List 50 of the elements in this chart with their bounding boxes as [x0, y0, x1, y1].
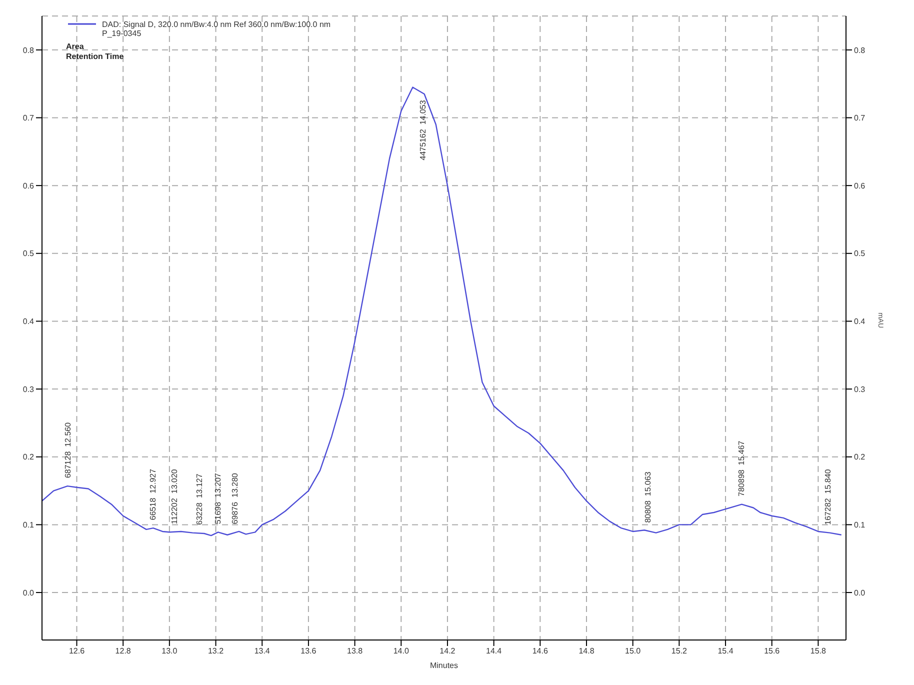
annotation: 687128 12.560: [63, 422, 72, 478]
y2-tick-label: 0.0: [854, 588, 866, 598]
x-tick-label: 13.6: [300, 646, 317, 656]
x-tick-label: 15.0: [625, 646, 642, 656]
annotation: Retention Time: [66, 52, 124, 62]
y-tick-label: 0.8: [22, 46, 35, 55]
x-tick-label: 13.2: [208, 646, 224, 656]
annotation: 4475162 14.053: [418, 100, 428, 160]
y2-tick-label: 0.8: [854, 46, 866, 55]
y2-tick-label: 0.7: [854, 114, 866, 123]
y2-tick-label: 0.6: [854, 181, 866, 190]
x-tick-label: 14.0: [393, 646, 410, 656]
x-axis-title: Minutes: [430, 661, 458, 670]
y-tick-label: 0.2: [22, 452, 35, 462]
x-tick-label: 15.8: [810, 646, 827, 656]
y-tick-label: 0.1: [22, 520, 35, 530]
x-tick-label: 14.8: [578, 646, 595, 656]
legend-label: DAD: Signal D, 320.0 nm/Bw:4.0 nm Ref 360.0 nm/Bw:100.0 nm P_19-0345: [102, 20, 331, 38]
annotation: 51698 13.207: [213, 472, 222, 524]
y2-tick-label: 0.1: [854, 520, 866, 530]
y2-tick-label: 0.4: [854, 317, 866, 326]
x-tick-label: 15.6: [764, 646, 780, 656]
annotation: 66518 12.927: [148, 468, 158, 520]
annotation: Area: [66, 42, 85, 52]
x-tick-label: 12.8: [115, 646, 132, 656]
x-tick-label: 13.8: [347, 646, 364, 656]
y-tick-label: 0.6: [22, 181, 35, 190]
y2-tick-label: 0.5: [854, 249, 866, 258]
y2-tick-label: 0.3: [854, 384, 866, 394]
y-tick-label: 0.5: [22, 249, 35, 258]
x-tick-label: 13.0: [162, 646, 178, 656]
annotation: 69876 13.280: [230, 472, 240, 524]
x-tick-label: 14.6: [532, 646, 548, 656]
x-tick-label: 14.4: [486, 646, 502, 656]
annotation: 80808 15.063: [643, 471, 652, 523]
annotation: 780898 15.467: [737, 440, 746, 496]
y-tick-label: 0.7: [22, 114, 35, 123]
line-series: [42, 86, 842, 536]
y-tick-label: 0.0: [22, 588, 35, 598]
annotation: 112202 13.020: [170, 468, 180, 524]
x-tick-label: 13.4: [254, 646, 270, 656]
annotation: 63228 13.127: [194, 473, 204, 525]
x-tick-label: 14.2: [440, 646, 456, 656]
y-tick-label: 0.3: [22, 384, 35, 394]
x-tick-label: 12.6: [68, 646, 86, 656]
annotation: 167282 15.840: [823, 468, 832, 525]
x-tick-label: 15.4: [718, 646, 734, 656]
x-tick-label: 15.2: [671, 646, 688, 656]
y2-tick-label: 0.2: [854, 452, 866, 462]
y-tick-label: 0.4: [22, 317, 35, 326]
